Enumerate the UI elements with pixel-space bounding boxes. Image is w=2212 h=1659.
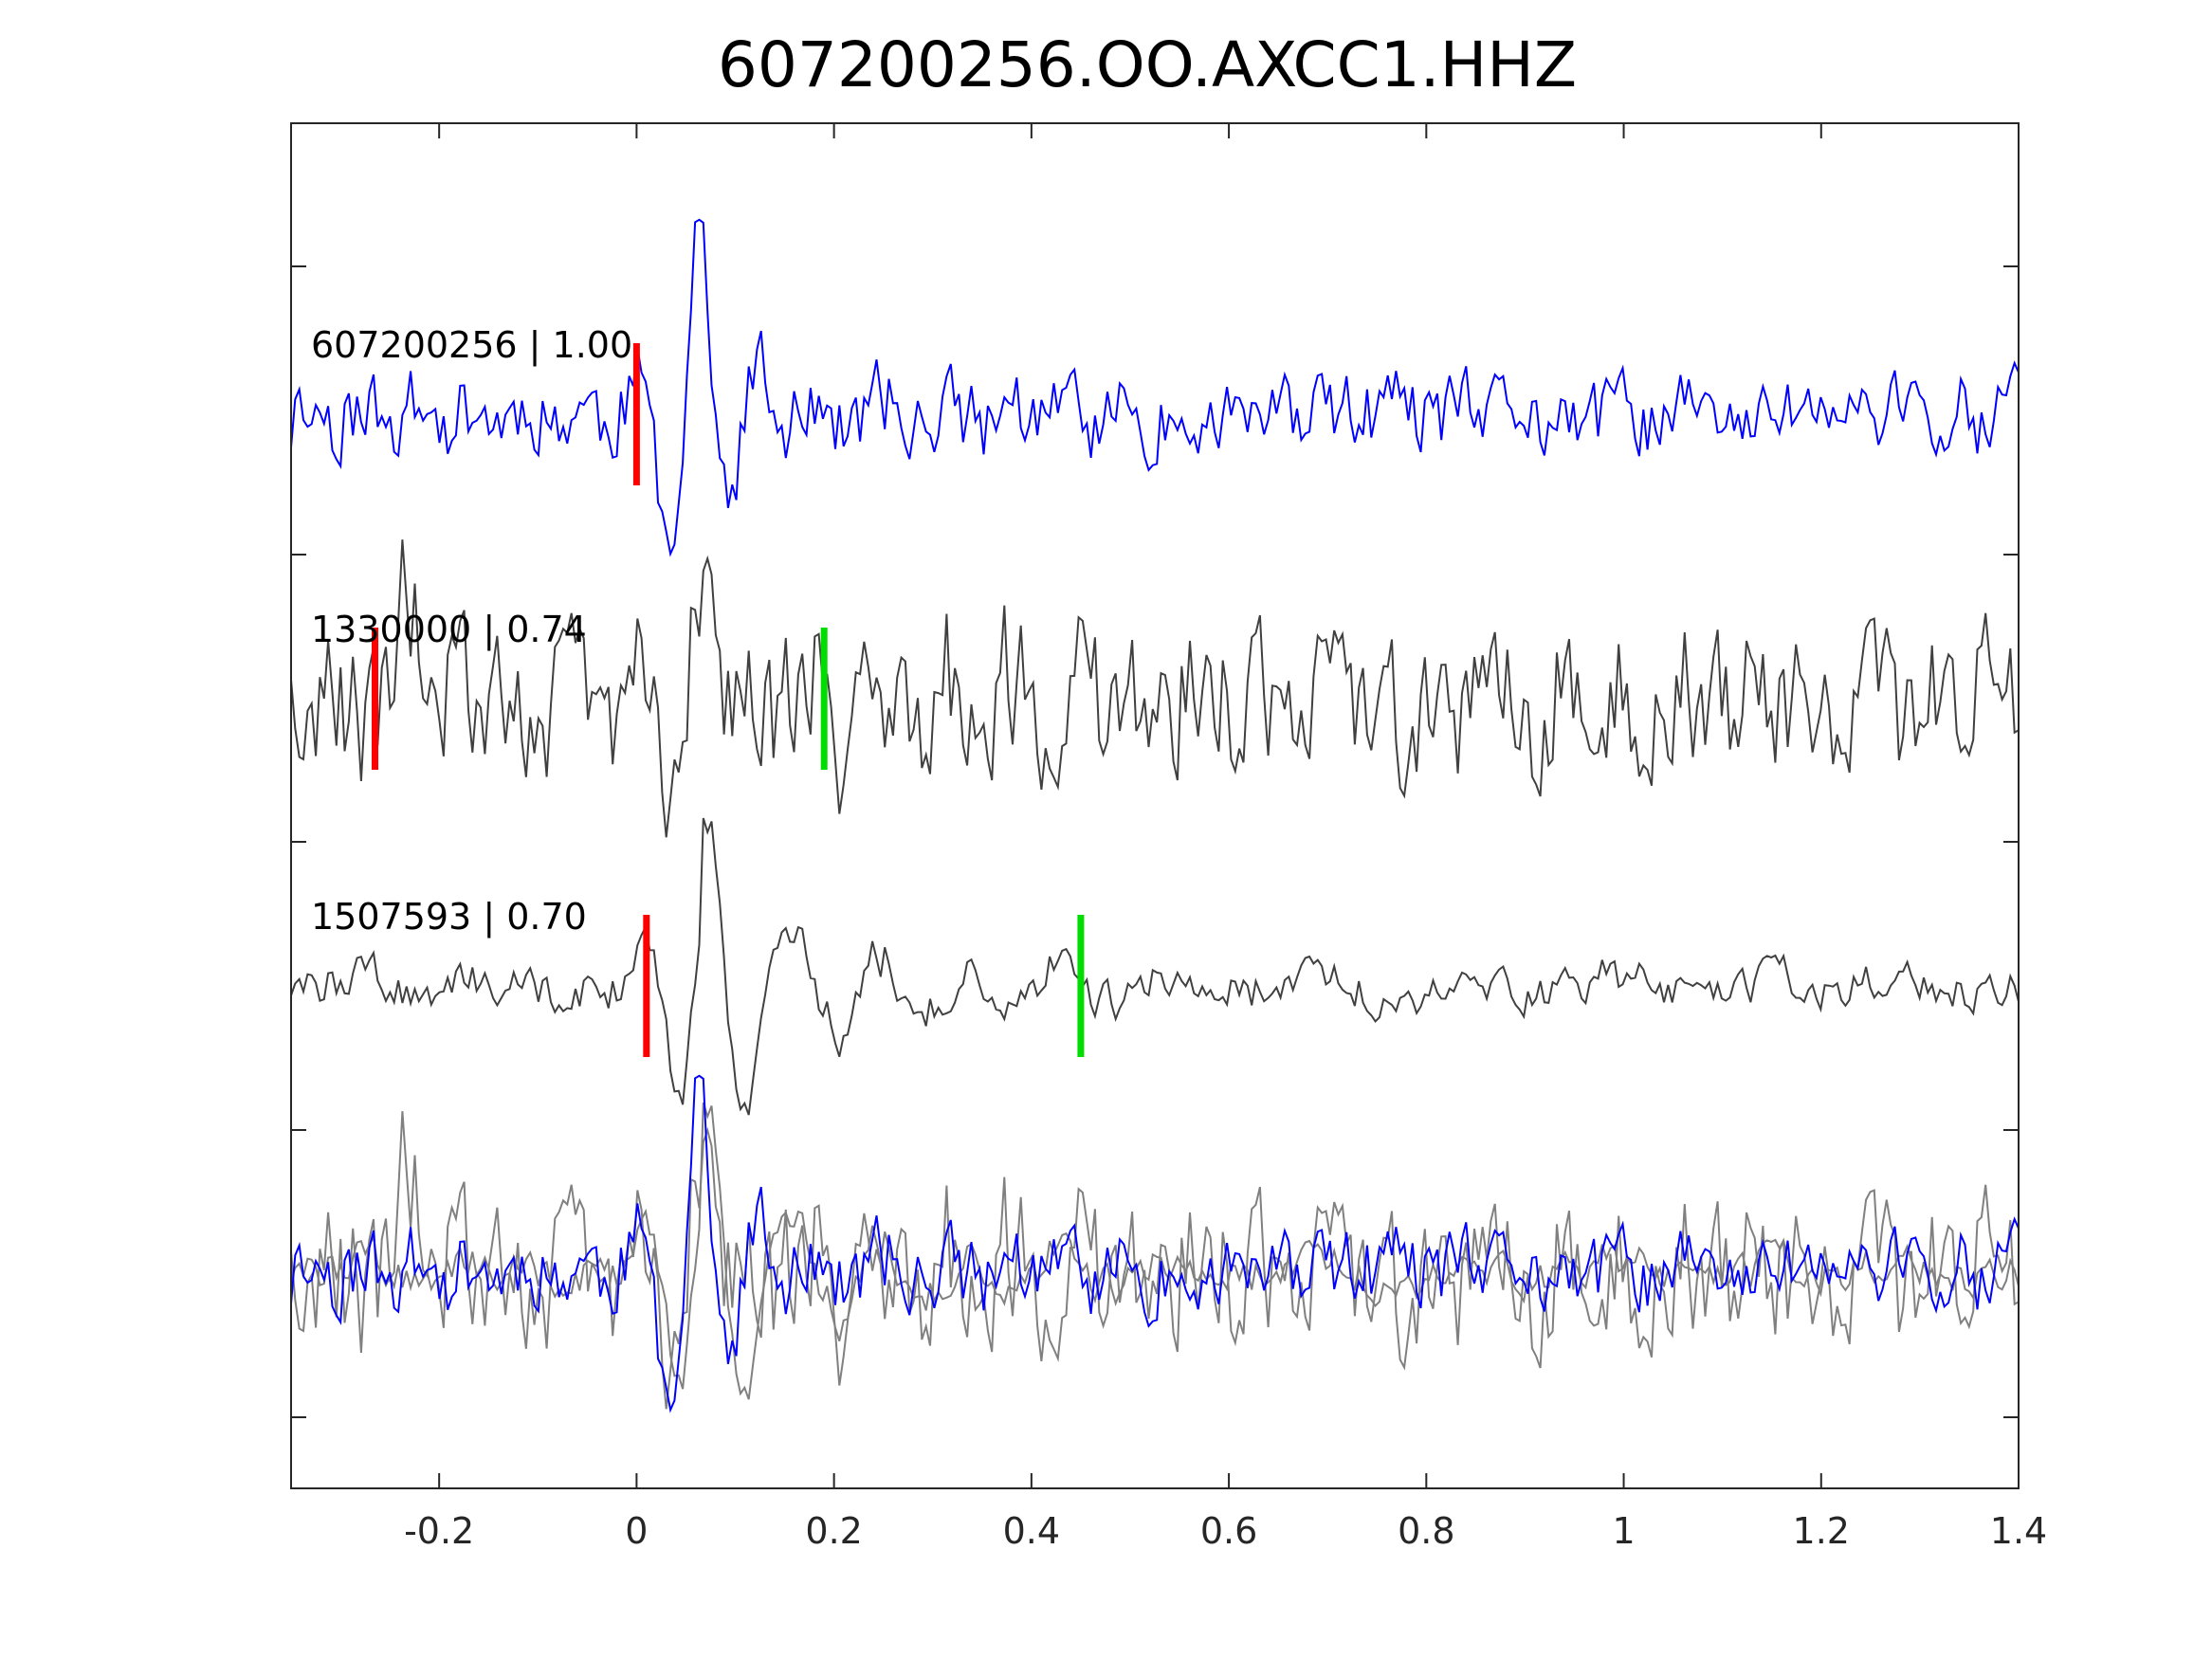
waveform-trace-1507593 <box>290 817 2020 1116</box>
x-tick-label: 0.8 <box>1398 1510 1454 1552</box>
trace-label-607200256: 607200256 | 1.00 <box>311 324 632 367</box>
x-tick-label: 1 <box>1612 1510 1635 1552</box>
waveform-trace-607200256 <box>290 218 2020 557</box>
ticks-layer: -0.2 0 0.2 0.4 0.6 0.8 1 1.2 1.4 <box>291 123 2047 1552</box>
trace-labels-layer: 607200256 | 1.00 1330000 | 0.74 1507593 | … <box>311 324 632 939</box>
chart-title: 607200256.OO.AXCC1.HHZ <box>717 28 1578 101</box>
x-tick-label: 0.6 <box>1200 1510 1257 1552</box>
trace-label-1507593: 1507593 | 0.70 <box>311 896 587 939</box>
waveform-trace-1330000 <box>290 539 2020 838</box>
x-tick-label: -0.2 <box>404 1510 474 1552</box>
picks-layer <box>371 343 1085 1057</box>
x-tick-label: 0.2 <box>805 1510 862 1552</box>
x-tick-label: 0.4 <box>1003 1510 1060 1552</box>
overlay-trace-1507593 <box>290 1102 2020 1400</box>
axes-box <box>290 122 2020 1489</box>
x-tick-label: 1.4 <box>1990 1510 2047 1552</box>
overlay-trace-607200256 <box>290 1074 2020 1413</box>
traces-layer <box>290 218 2020 1413</box>
trace-label-1330000: 1330000 | 0.74 <box>311 609 587 651</box>
x-tick-label: 0 <box>625 1510 648 1552</box>
x-tick-label: 1.2 <box>1793 1510 1850 1552</box>
overlay-trace-1330000 <box>290 1111 2020 1410</box>
